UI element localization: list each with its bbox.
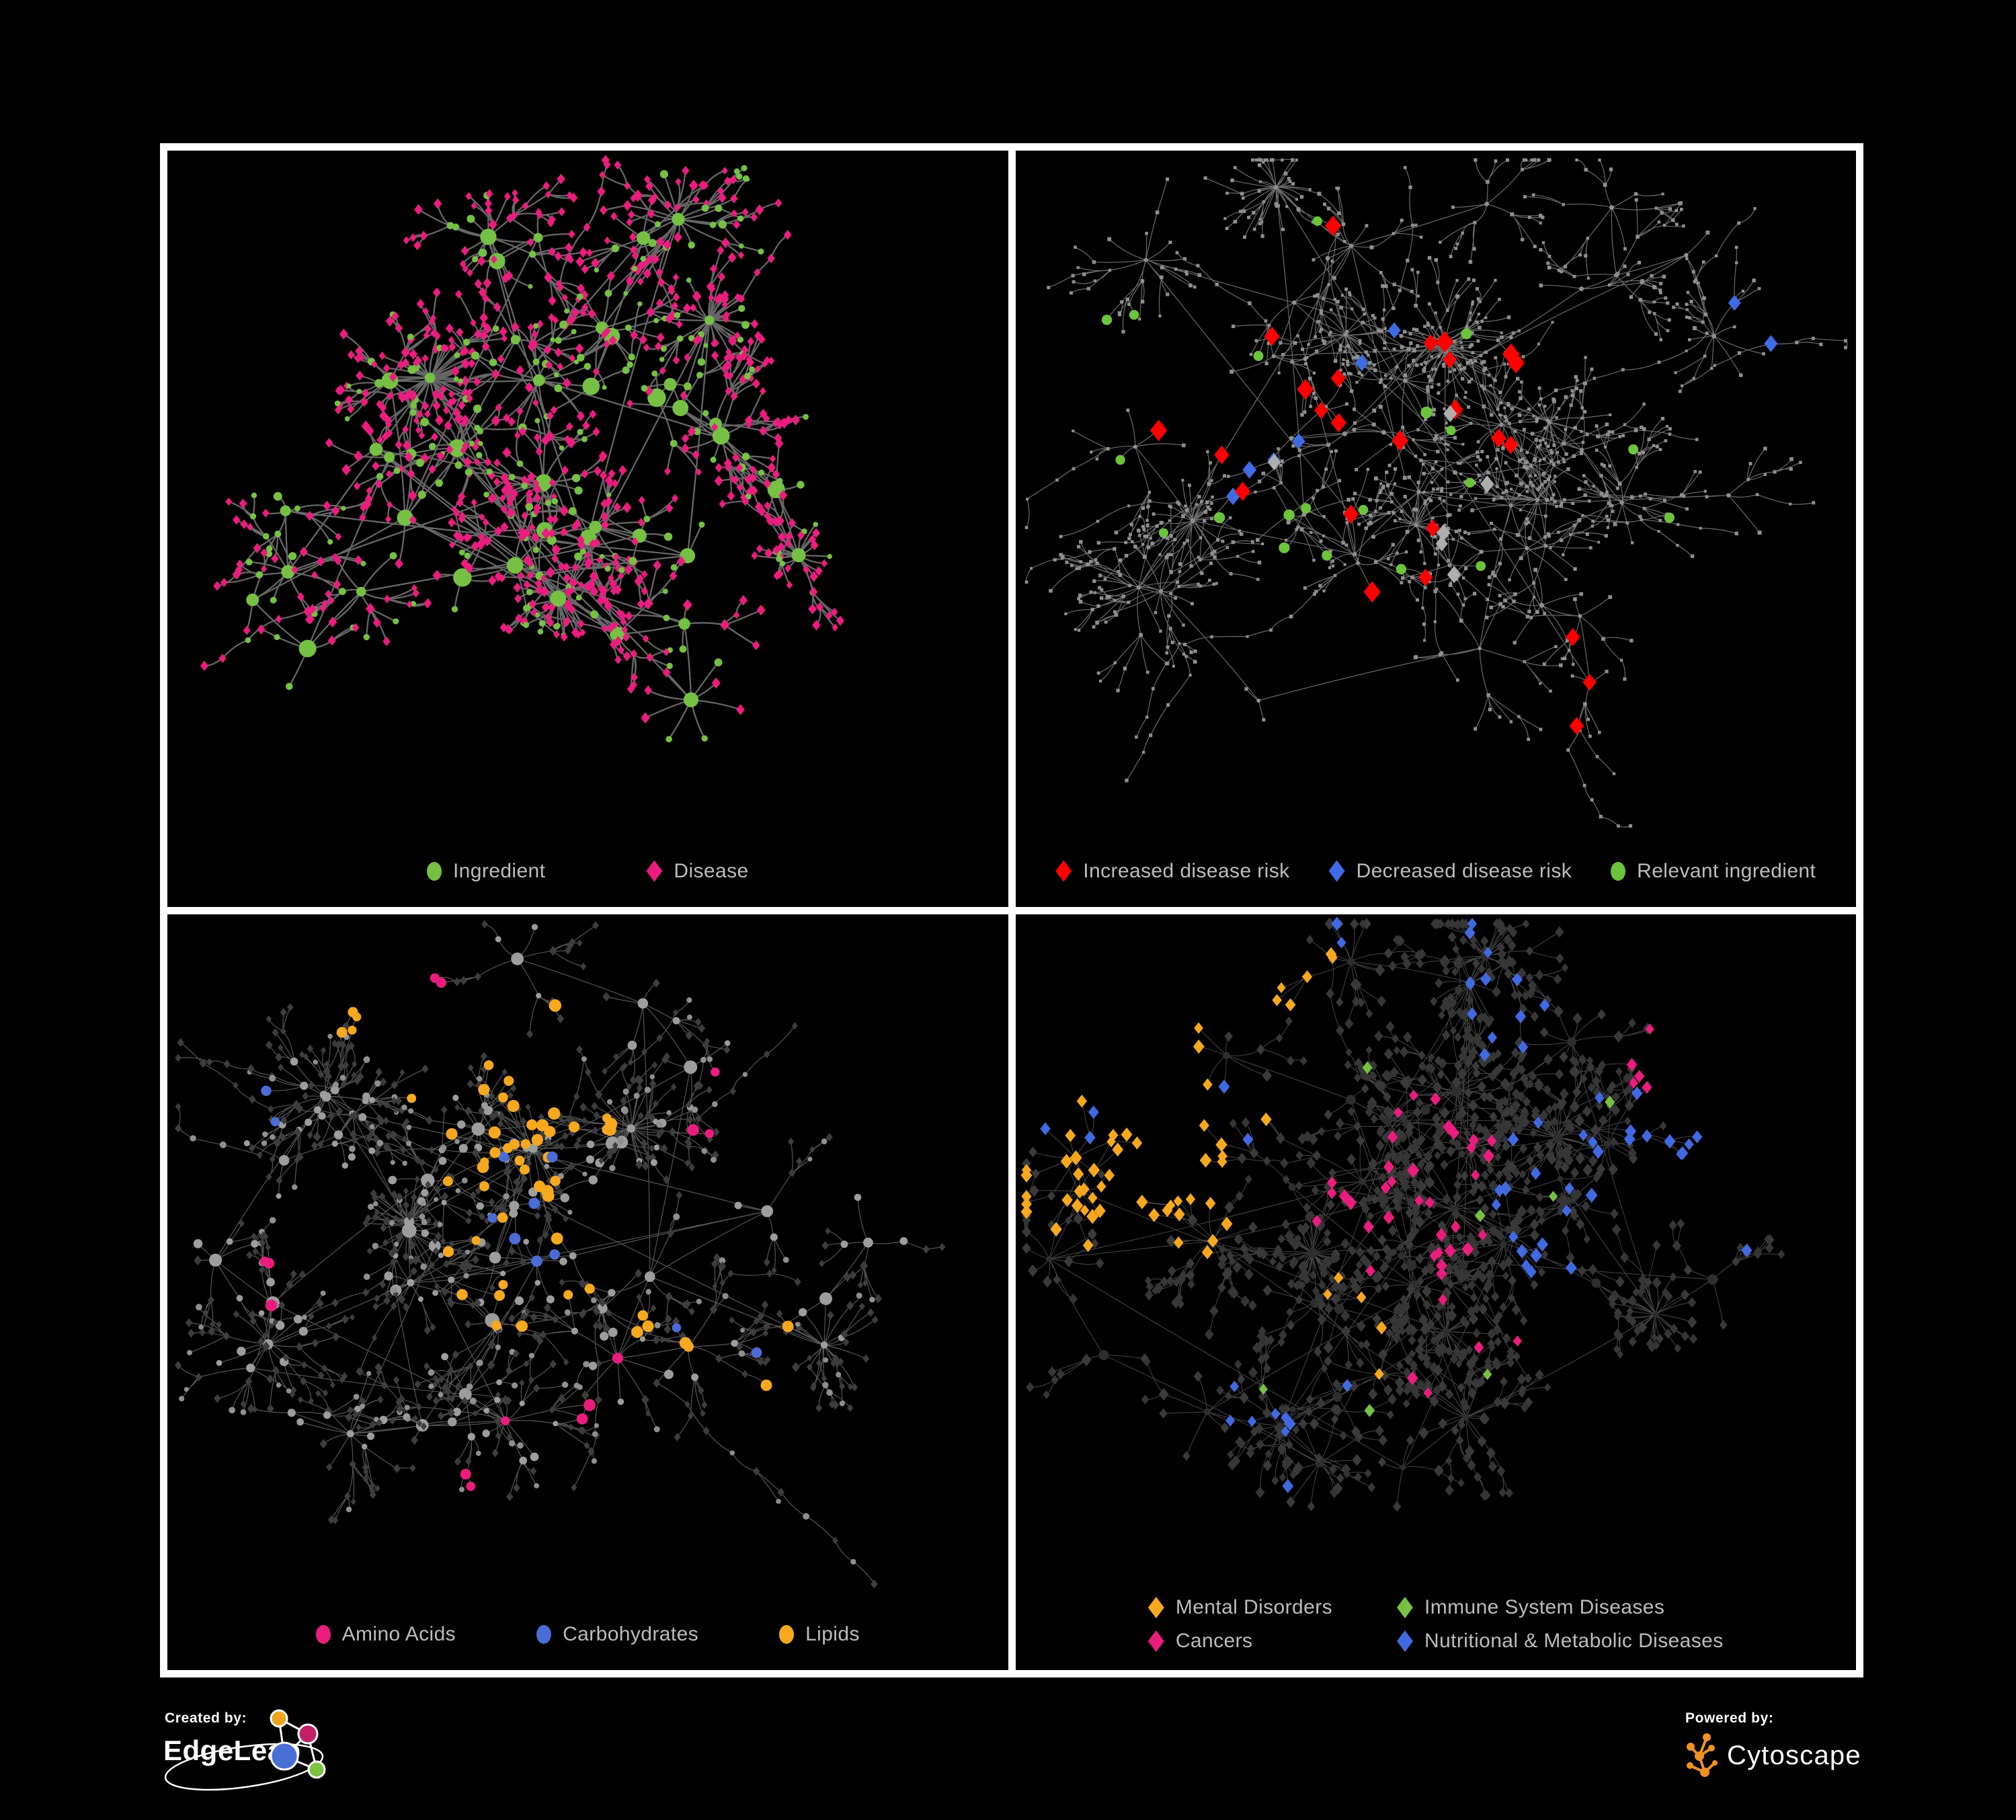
legend-label: Cancers: [1175, 1630, 1253, 1652]
legend-item: Immune System Diseases: [1397, 1596, 1724, 1619]
disease-category-network-graph: [1020, 916, 1785, 1511]
ingredient-disease-network-graph: [200, 155, 845, 743]
disease-risk-network-graph: [1024, 157, 1848, 828]
nutritional-metabolic-diseases-diamond-icon: [1397, 1630, 1413, 1652]
panel-ingredient-disease: Ingredient Disease: [167, 151, 1008, 907]
legend-label: Relevant ingredient: [1637, 859, 1816, 882]
decreased-risk-diamond-icon: [1328, 860, 1345, 882]
amino-acids-circle-icon: [315, 1625, 331, 1644]
lipids-circle-icon: [779, 1625, 795, 1644]
legend-label: Ingredient: [452, 859, 546, 882]
legend-label: Decreased disease risk: [1356, 859, 1572, 882]
created-by-label: Created by:: [165, 1710, 247, 1726]
increased-risk-diamond-icon: [1055, 860, 1072, 882]
figure-panel-grid: Ingredient Disease Increased disease ris…: [160, 143, 1863, 1677]
legend-item: Relevant ingredient: [1611, 860, 1816, 883]
legend-item: Cancers: [1147, 1630, 1332, 1653]
disease-category-legend: Mental Disorders Immune System Diseases …: [1016, 1596, 1857, 1653]
legend-item: Carbohydrates: [536, 1623, 698, 1646]
legend-label: Increased disease risk: [1083, 859, 1290, 882]
legend-label: Nutritional & Metabolic Diseases: [1424, 1630, 1724, 1652]
legend-label: Lipids: [805, 1623, 860, 1645]
ingredient-disease-legend: Ingredient Disease: [167, 860, 1008, 883]
cytoscape-network-icon: [1687, 1733, 1718, 1777]
legend-label: Carbohydrates: [563, 1623, 699, 1645]
legend-item: Disease: [646, 860, 748, 883]
panel-disease-categories: Mental Disorders Immune System Diseases …: [1015, 914, 1857, 1670]
legend-label: Disease: [674, 859, 749, 882]
legend-item: Decreased disease risk: [1328, 859, 1572, 883]
immune-system-diseases-diamond-icon: [1397, 1597, 1413, 1618]
powered-by-label: Powered by:: [1685, 1710, 1774, 1726]
legend-label: Immune System Diseases: [1424, 1596, 1665, 1618]
nutrient-class-network-graph: [174, 920, 946, 1589]
relevant-ingredient-circle-icon: [1611, 861, 1626, 881]
legend-label: Amino Acids: [341, 1623, 456, 1645]
legend-label: Mental Disorders: [1175, 1596, 1332, 1618]
carbohydrates-circle-icon: [536, 1625, 552, 1644]
legend-item: Nutritional & Metabolic Diseases: [1397, 1630, 1724, 1653]
disease-diamond-icon: [646, 860, 663, 882]
mental-disorders-diamond-icon: [1147, 1597, 1164, 1618]
powered-by-lockup: Powered by: Cytoscape: [1684, 1704, 1980, 1805]
disease-risk-legend: Increased disease risk Decreased disease…: [1016, 860, 1857, 883]
panel-disease-risk: Increased disease risk Decreased disease…: [1015, 151, 1857, 907]
legend-item: Increased disease risk: [1055, 860, 1289, 883]
nutrient-class-legend: Amino Acids Carbohydrates Lipids: [167, 1623, 1008, 1646]
legend-item: Mental Disorders: [1147, 1596, 1332, 1619]
edgeleap-wordmark: EdgeLeap: [163, 1735, 301, 1766]
created-by-lockup: Created by: EdgeLeap: [163, 1704, 473, 1811]
legend-item: Ingredient: [426, 859, 546, 883]
cancers-diamond-icon: [1147, 1630, 1164, 1652]
panel-nutrient-classes: Amino Acids Carbohydrates Lipids: [167, 914, 1008, 1670]
legend-item: Amino Acids: [315, 1623, 456, 1646]
ingredient-circle-icon: [426, 861, 442, 881]
legend-item: Lipids: [779, 1623, 860, 1646]
cytoscape-wordmark: Cytoscape: [1727, 1740, 1861, 1770]
